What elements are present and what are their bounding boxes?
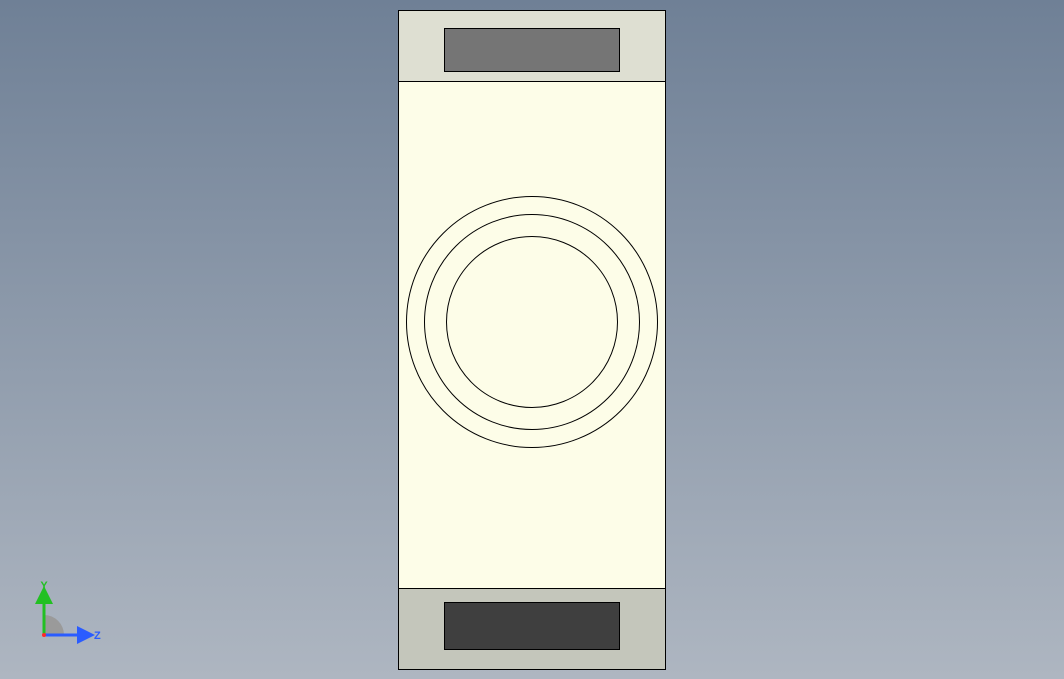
part-bottom-slot [444, 602, 620, 650]
orientation-triad[interactable]: Y Z [24, 575, 104, 655]
axis-y-label: Y [40, 580, 48, 592]
cad-viewport[interactable]: Y Z [0, 0, 1064, 679]
axis-x-dot-icon [42, 633, 46, 637]
axis-z-label: Z [94, 630, 101, 642]
feature-circle-inner [446, 236, 618, 408]
triad-origin-icon [44, 615, 64, 635]
part-top-slot [444, 28, 620, 72]
